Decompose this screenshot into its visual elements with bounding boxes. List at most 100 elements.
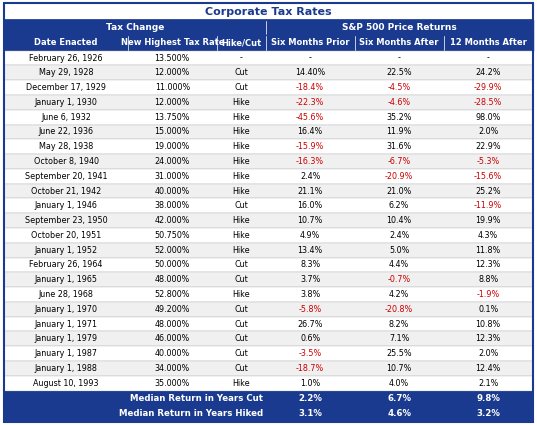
Bar [4,51,533,65]
Bar [4,391,533,406]
Bar [4,20,533,35]
Text: 0.6%: 0.6% [300,334,320,343]
Text: 21.0%: 21.0% [387,187,412,196]
Text: 40.000%: 40.000% [155,187,190,196]
Text: June 22, 1936: June 22, 1936 [39,128,93,136]
Bar [4,332,533,346]
Bar [4,20,266,35]
Text: -20.9%: -20.9% [385,172,413,181]
Text: -4.6%: -4.6% [388,98,411,107]
Text: Cut: Cut [234,305,248,314]
Text: 16.0%: 16.0% [297,201,323,210]
Text: 4.9%: 4.9% [300,231,321,240]
Text: Cut: Cut [234,261,248,269]
Text: January 1, 1988: January 1, 1988 [34,364,98,373]
Text: Median Return in Years Hiked: Median Return in Years Hiked [119,409,264,418]
Bar [444,35,533,51]
Bar [4,110,533,125]
Text: -22.3%: -22.3% [296,98,324,107]
Text: Cut: Cut [234,364,248,373]
Text: 4.0%: 4.0% [389,379,409,388]
Text: 2.4%: 2.4% [389,231,409,240]
Text: 8.8%: 8.8% [478,275,498,284]
Text: 10.7%: 10.7% [297,216,323,225]
Text: Hike: Hike [233,172,250,181]
Text: Hike: Hike [233,98,250,107]
Text: 16.4%: 16.4% [297,128,323,136]
Text: January 1, 1971: January 1, 1971 [34,320,98,329]
Text: -18.7%: -18.7% [296,364,324,373]
Text: Six Months After: Six Months After [359,38,439,48]
Text: 48.000%: 48.000% [155,320,190,329]
Bar [4,302,533,317]
Text: Cut: Cut [234,201,248,210]
Text: 25.5%: 25.5% [386,349,412,358]
Text: 2.1%: 2.1% [478,379,498,388]
Text: Date Enacted: Date Enacted [34,38,98,48]
Text: Cut: Cut [234,320,248,329]
Text: 4.4%: 4.4% [389,261,409,269]
Text: 49.200%: 49.200% [155,305,190,314]
Text: 34.000%: 34.000% [155,364,190,373]
Text: Hike: Hike [233,379,250,388]
Bar [4,213,533,228]
Text: 19.9%: 19.9% [475,216,501,225]
Text: 3.2%: 3.2% [476,409,500,418]
Text: 14.40%: 14.40% [295,68,325,77]
Bar [4,406,533,422]
Text: Hike: Hike [233,246,250,255]
Text: 10.8%: 10.8% [476,320,501,329]
Text: 31.000%: 31.000% [155,172,190,181]
Text: -28.5%: -28.5% [474,98,503,107]
Text: January 1, 1970: January 1, 1970 [34,305,98,314]
Bar [217,35,266,51]
Text: August 10, 1993: August 10, 1993 [33,379,99,388]
Text: January 1, 1965: January 1, 1965 [34,275,98,284]
Bar [4,154,533,169]
Text: 5.0%: 5.0% [389,246,409,255]
Text: -15.6%: -15.6% [474,172,502,181]
Bar [4,228,533,243]
Text: January 1, 1930: January 1, 1930 [34,98,98,107]
Text: S&P 500 Price Returns: S&P 500 Price Returns [342,23,456,32]
Text: -: - [240,54,243,62]
Text: June 28, 1968: June 28, 1968 [39,290,93,299]
Text: -18.4%: -18.4% [296,83,324,92]
Text: 8.3%: 8.3% [300,261,320,269]
Text: Hike: Hike [233,128,250,136]
Text: December 17, 1929: December 17, 1929 [26,83,106,92]
Text: 12.000%: 12.000% [155,68,190,77]
Text: 22.9%: 22.9% [475,142,501,151]
Text: Cut: Cut [234,349,248,358]
Text: Hike: Hike [233,142,250,151]
Text: September 20, 1941: September 20, 1941 [25,172,107,181]
Text: -0.7%: -0.7% [388,275,411,284]
Text: 4.6%: 4.6% [387,409,411,418]
Text: 52.000%: 52.000% [155,246,190,255]
Text: Tax Change: Tax Change [106,23,164,32]
Bar [4,317,533,332]
Text: 12.4%: 12.4% [475,364,501,373]
Text: 10.7%: 10.7% [387,364,412,373]
Text: 11.8%: 11.8% [476,246,501,255]
Text: 8.2%: 8.2% [389,320,409,329]
Text: Cut: Cut [234,83,248,92]
Text: 11.000%: 11.000% [155,83,190,92]
Text: Cut: Cut [234,275,248,284]
Bar [4,65,533,80]
Bar [128,35,217,51]
Text: 98.0%: 98.0% [475,113,501,122]
Text: 4.3%: 4.3% [478,231,498,240]
Text: 10.4%: 10.4% [387,216,412,225]
Text: 48.000%: 48.000% [155,275,190,284]
Text: January 1, 1952: January 1, 1952 [34,246,98,255]
Text: Corporate Tax Rates: Corporate Tax Rates [205,7,332,17]
Text: 35.2%: 35.2% [387,113,412,122]
Text: January 1, 1946: January 1, 1946 [34,201,98,210]
Text: -3.5%: -3.5% [299,349,322,358]
Text: 1.0%: 1.0% [300,379,320,388]
Bar [4,243,533,258]
Text: -29.9%: -29.9% [474,83,503,92]
Text: -15.9%: -15.9% [296,142,324,151]
Text: 11.9%: 11.9% [387,128,412,136]
